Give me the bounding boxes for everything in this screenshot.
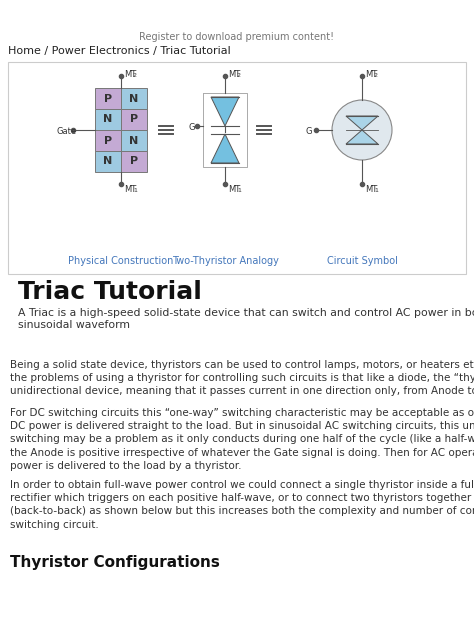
Text: P: P bbox=[104, 135, 112, 145]
Text: 2: 2 bbox=[133, 73, 137, 78]
FancyBboxPatch shape bbox=[121, 109, 147, 130]
Text: Being a solid state device, thyristors can be used to control lamps, motors, or : Being a solid state device, thyristors c… bbox=[10, 360, 474, 396]
FancyBboxPatch shape bbox=[95, 109, 121, 130]
Text: Circuit Symbol: Circuit Symbol bbox=[327, 256, 397, 266]
FancyBboxPatch shape bbox=[121, 130, 147, 151]
Polygon shape bbox=[211, 97, 239, 126]
Text: For DC switching circuits this “one-way” switching characteristic may be accepta: For DC switching circuits this “one-way”… bbox=[10, 408, 474, 471]
Text: Triac Tutorial: Triac Tutorial bbox=[18, 280, 202, 304]
FancyBboxPatch shape bbox=[95, 151, 121, 172]
Text: 1: 1 bbox=[374, 188, 378, 193]
Circle shape bbox=[332, 100, 392, 160]
Text: 2: 2 bbox=[237, 73, 241, 78]
Text: Two-Thyristor Analogy: Two-Thyristor Analogy bbox=[172, 256, 278, 266]
Text: N: N bbox=[129, 135, 138, 145]
FancyBboxPatch shape bbox=[121, 151, 147, 172]
FancyBboxPatch shape bbox=[121, 88, 147, 109]
FancyBboxPatch shape bbox=[8, 62, 466, 274]
Text: MT: MT bbox=[124, 185, 136, 194]
Polygon shape bbox=[346, 130, 378, 144]
Text: Thyristor Configurations: Thyristor Configurations bbox=[10, 555, 220, 570]
Polygon shape bbox=[211, 134, 239, 163]
Text: MT: MT bbox=[228, 185, 240, 194]
Text: A Triac is a high-speed solid-state device that can switch and control AC power : A Triac is a high-speed solid-state devi… bbox=[18, 308, 474, 330]
Text: MT: MT bbox=[365, 185, 377, 194]
Text: Register to download premium content!: Register to download premium content! bbox=[139, 32, 335, 42]
Text: P: P bbox=[130, 114, 138, 125]
Text: P: P bbox=[104, 94, 112, 104]
Text: N: N bbox=[103, 157, 113, 166]
Text: MT: MT bbox=[365, 70, 377, 79]
Text: N: N bbox=[129, 94, 138, 104]
FancyBboxPatch shape bbox=[95, 130, 121, 151]
Text: N: N bbox=[103, 114, 113, 125]
Text: G: G bbox=[189, 123, 195, 133]
Text: MT: MT bbox=[228, 70, 240, 79]
Text: MT: MT bbox=[124, 70, 136, 79]
Text: 1: 1 bbox=[133, 188, 137, 193]
Text: In order to obtain full-wave power control we could connect a single thyristor i: In order to obtain full-wave power contr… bbox=[10, 480, 474, 530]
Polygon shape bbox=[346, 116, 378, 130]
Text: Home / Power Electronics / Triac Tutorial: Home / Power Electronics / Triac Tutoria… bbox=[8, 46, 231, 56]
FancyBboxPatch shape bbox=[95, 88, 121, 109]
Text: G: G bbox=[306, 128, 312, 137]
Text: 2: 2 bbox=[374, 73, 378, 78]
Text: Gate: Gate bbox=[57, 126, 77, 135]
Text: P: P bbox=[130, 157, 138, 166]
Text: Physical Construction: Physical Construction bbox=[68, 256, 173, 266]
Text: 1: 1 bbox=[237, 188, 241, 193]
